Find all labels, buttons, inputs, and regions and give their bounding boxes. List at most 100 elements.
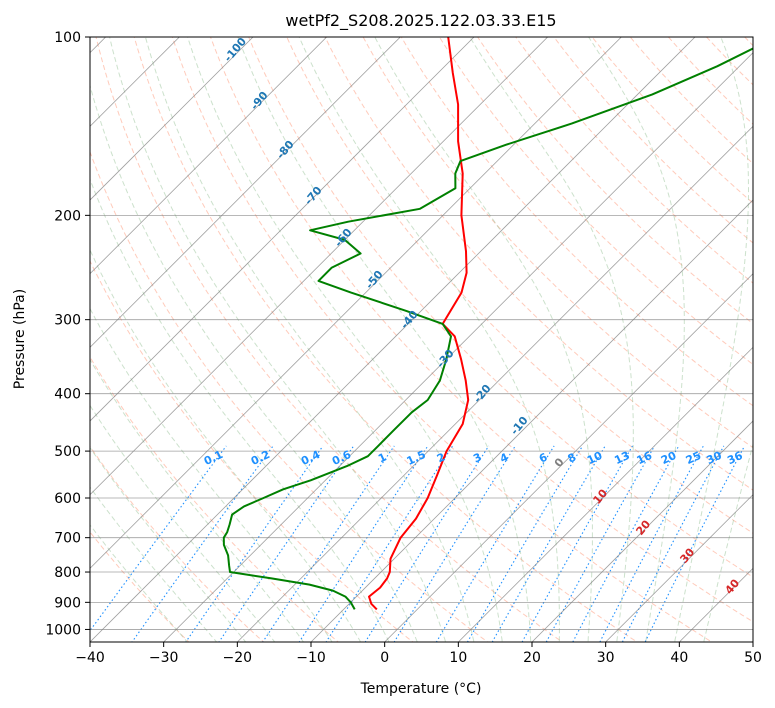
y-tick-label: 500 — [54, 444, 81, 460]
y-tick-label: 900 — [54, 595, 81, 611]
mixing-ratio-label: 1 — [376, 451, 388, 466]
dry-adiabat-line — [171, 37, 713, 642]
dry-adiabat-line — [438, 37, 753, 366]
moist-adiabat-line — [588, 37, 685, 642]
isotherm-line — [163, 52, 753, 642]
moist-adiabat-line — [90, 404, 276, 642]
moist-adiabat-line — [144, 37, 475, 642]
chart-title: wetPf2_S208.2025.122.03.33.E15 — [285, 11, 556, 31]
dry-adiabat-line — [770, 24, 775, 649]
dry-adiabat-line — [90, 531, 190, 642]
y-axis: 100 200 300 400 500 600 700 800 900 1000 — [45, 30, 90, 638]
dry-adiabat-line — [209, 37, 753, 623]
moist-adiabat-line — [90, 486, 218, 642]
isotherm-line — [236, 125, 753, 642]
dry-adiabat-label: -40 — [398, 308, 421, 332]
moist-adiabat-line — [90, 524, 188, 642]
x-tick-label: 0 — [380, 650, 389, 666]
dry-adiabat-label: -20 — [471, 382, 494, 406]
isotherm-line — [90, 37, 180, 127]
mixing-ratio-line — [218, 445, 355, 642]
dry-adiabat-line — [90, 150, 489, 642]
y-axis-label: Pressure (hPa) — [12, 289, 28, 389]
moist-adiabat-line — [90, 248, 362, 642]
dry-adiabat-line — [400, 37, 753, 407]
x-tick-label: −40 — [75, 650, 105, 666]
mixing-ratio-line — [298, 445, 429, 642]
mixing-ratio-label: 6 — [537, 450, 550, 465]
moist-adiabat-line — [703, 442, 753, 642]
dry-adiabat-label: -30 — [434, 347, 457, 371]
grid-layer — [90, 24, 775, 649]
dry-adiabat-label: -80 — [274, 138, 297, 162]
mixing-ratio-line — [131, 445, 274, 642]
mixing-ratio-line — [325, 445, 454, 642]
moist-adiabat-label: 10 — [590, 486, 610, 506]
mixing-ratio-label: 36 — [725, 449, 745, 467]
mixing-ratio-line — [644, 445, 746, 642]
moist-adiabat-line — [469, 37, 634, 642]
moist-adiabat-line — [237, 37, 532, 642]
dry-adiabat-line — [515, 37, 753, 284]
mixing-ratio-label: 25 — [684, 449, 703, 467]
isotherm-line — [90, 37, 254, 201]
mixing-ratio-line — [572, 445, 680, 642]
dry-adiabat-line — [324, 37, 753, 491]
dry-adiabat-label: -10 — [508, 414, 531, 438]
moist-adiabat-line — [109, 37, 447, 642]
isotherm-line — [310, 199, 753, 642]
temperature-profile-line — [368, 37, 470, 611]
isotherm-line — [384, 273, 753, 642]
mixing-ratio-line — [262, 445, 395, 642]
dry-adiabat-label: -90 — [248, 89, 271, 113]
mixing-ratio-line — [491, 445, 606, 642]
x-tick-label: 30 — [597, 650, 615, 666]
x-axis: −40 −30 −20 −10 0 10 20 30 40 50 — [75, 642, 762, 666]
dry-adiabat-line — [90, 259, 414, 642]
isotherm-line — [90, 37, 622, 569]
mixing-ratio-line — [364, 445, 490, 642]
dry-adiabat-line — [477, 37, 753, 325]
dry-adiabat-line — [133, 37, 638, 642]
moist-adiabat-line — [90, 307, 333, 642]
dry-adiabat-line — [744, 37, 753, 47]
y-tick-label: 800 — [54, 565, 81, 581]
isotherm-line — [90, 37, 549, 496]
y-tick-label: 300 — [54, 313, 81, 329]
mixing-ratio-label: 4 — [498, 450, 511, 465]
isotherm-line — [531, 420, 753, 642]
dry-adiabat-label: -50 — [363, 268, 386, 292]
mixing-ratio-label: 30 — [704, 449, 724, 467]
moist-adiabat-line — [298, 37, 560, 642]
moist-adiabat-line — [374, 37, 593, 642]
isotherm-line — [90, 37, 328, 275]
dry-adiabat-line — [629, 37, 753, 165]
dewpoint-profile-line — [222, 47, 753, 610]
moist-adiabat-line — [187, 37, 503, 642]
dry-adiabat-line — [95, 37, 564, 642]
moist-adiabat-line — [90, 83, 418, 642]
moist-adiabat-label: 30 — [677, 545, 697, 565]
moist-adiabat-label: 20 — [633, 517, 653, 537]
x-tick-label: 10 — [449, 650, 467, 666]
mixing-ratio-line — [90, 445, 227, 632]
moist-adiabat-line — [674, 37, 749, 642]
y-tick-label: 100 — [54, 30, 81, 46]
isotherm-line — [90, 37, 696, 642]
mixing-ratio-line — [393, 445, 516, 642]
mixing-ratio-line — [466, 445, 584, 642]
mixing-ratio-label: 8 — [566, 451, 578, 466]
moist-adiabat-line — [90, 177, 390, 642]
y-tick-label: 700 — [54, 531, 81, 547]
mixing-ratio-label: 3 — [471, 450, 483, 465]
mixing-ratio-label: 10 — [585, 449, 605, 467]
mixing-ratio-label: 20 — [659, 449, 679, 467]
x-axis-label: Temperature (°C) — [360, 681, 482, 697]
x-tick-label: −10 — [296, 650, 326, 666]
x-tick-label: 40 — [670, 650, 688, 666]
x-tick-label: −30 — [149, 650, 179, 666]
mixing-ratio-line — [435, 445, 555, 642]
y-tick-label: 600 — [54, 491, 81, 507]
y-tick-label: 1000 — [45, 622, 81, 638]
